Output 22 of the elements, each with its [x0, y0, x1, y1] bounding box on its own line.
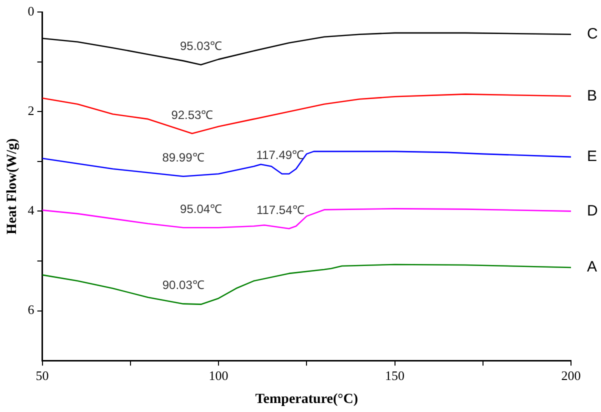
annotation: 89.99℃: [162, 150, 204, 165]
y-tick-label: 4: [28, 202, 35, 218]
y-tick-label: 2: [28, 103, 34, 118]
x-tick-label: 150: [385, 368, 405, 383]
x-tick-label: 100: [208, 368, 228, 383]
series-label: E: [587, 148, 598, 166]
annotation: 92.53℃: [171, 108, 214, 122]
annotation: 95.04℃: [180, 202, 222, 216]
annotation: 117.54℃: [256, 202, 304, 217]
annotation: 117.49℃: [256, 148, 304, 162]
annotation: 90.03℃: [162, 278, 204, 292]
x-tick-label: 200: [561, 368, 581, 383]
y-tick-label: 0: [28, 3, 34, 18]
x-tick-label: 50: [36, 368, 49, 383]
x-axis-title: Temperature(°C): [255, 392, 358, 408]
y-axis-title: Heat Flow(W/g): [5, 138, 20, 234]
annotation: 95.03℃: [180, 39, 222, 54]
y-tick-label: 6: [28, 302, 35, 318]
series-label: B: [587, 87, 598, 104]
series-label: D: [587, 202, 598, 220]
series-label: A: [587, 258, 598, 276]
series-label: C: [587, 26, 598, 43]
